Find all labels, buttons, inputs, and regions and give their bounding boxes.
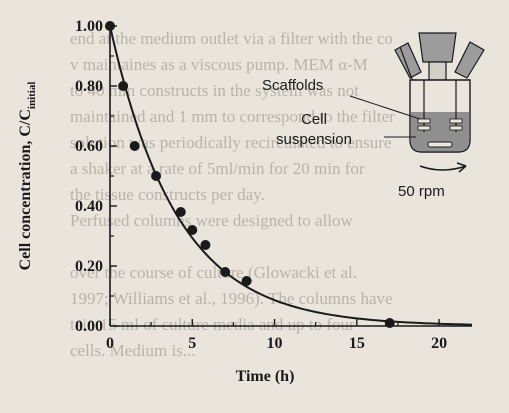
data-point [220,267,231,277]
background-text-line: over the course of culture (Glowacki et … [70,263,357,282]
scaffolds-leader-line [349,95,421,120]
y-axis-title-subscript: initial [26,82,38,110]
data-point [241,276,252,286]
background-text-line: solution was periodically recirculated t… [70,133,391,152]
background-text-line: the tissue constructs per day. [70,185,265,204]
background-text-line: a shaker at a rate of 5ml/min for 20 min… [70,159,365,178]
data-point [118,81,129,91]
data-point [384,318,395,328]
scaffold-left-bottom [417,125,431,131]
fit-curve [109,25,473,326]
x-tick-label: 5 [188,335,196,352]
background-text-line: v maintaines as a viscous pump. MEM α-M [70,55,368,74]
label-suspension: suspension [276,131,352,148]
spinner-flask-diagram: Scaffolds Cell suspension 50 rpm [262,32,485,200]
y-tick-label: 0.60 [75,138,103,155]
rotation-arrow-head [456,162,467,173]
x-tick-label: 10 [267,335,283,352]
y-axis-title-main: Cell concentration, C/C [17,109,34,270]
data-point [200,240,211,250]
flask-center-neck [428,61,447,81]
background-text-line: to 40 mm constructs in the system was no… [70,81,359,100]
y-tick-label: 0.20 [75,258,103,275]
y-ticks: 0.00 0.20 0.40 0.60 0.80 1.00 [75,18,117,335]
y-tick-label: 0.00 [75,318,103,335]
background-text-line: maintained and 1 mm to correspond to the… [70,107,395,126]
flask-right-arm [454,41,485,79]
label-scaffolds: Scaffolds [262,77,323,94]
flask-left-neck [399,46,414,83]
background-text-line: Perfused columns were designed to allow [70,211,354,230]
y-tick-label: 0.80 [75,78,103,95]
scaffold-right-bottom [449,125,463,131]
flask-left-arm [394,42,422,79]
background-text-line: 1997; Williams et al., 1996). The column… [70,289,393,308]
scaffold-right-top [449,118,463,124]
rotation-arrow [419,165,467,171]
y-axis-title: Cell concentration, C/Cinitial [17,82,38,271]
x-axis-title: Time (h) [236,368,295,385]
data-point [187,225,198,235]
data-point [175,207,186,217]
data-point [105,21,115,31]
background-text-line: end at the medium outlet via a filter wi… [70,29,393,48]
scaffold-left-top [417,118,431,124]
y-tick-label: 1.00 [75,18,103,35]
background-text-line: tain 15 ml of culture media and up to fo… [70,315,355,334]
data-point [151,171,162,181]
label-cell: Cell [301,111,327,128]
y-tick-label: 0.40 [75,198,103,215]
x-tick-label: 0 [106,335,114,352]
background-book-text: end at the medium outlet via a filter wi… [70,29,395,360]
data-point [129,141,140,151]
label-rpm: 50 rpm [398,183,445,200]
x-tick-label: 20 [431,335,447,352]
stir-bar [427,141,453,148]
data-points [105,21,395,328]
x-ticks: 0 5 10 15 20 [106,319,447,352]
x-tick-label: 15 [349,335,365,352]
flask-center-cap [418,32,457,63]
background-text-line: cells. Medium is... [70,341,196,360]
